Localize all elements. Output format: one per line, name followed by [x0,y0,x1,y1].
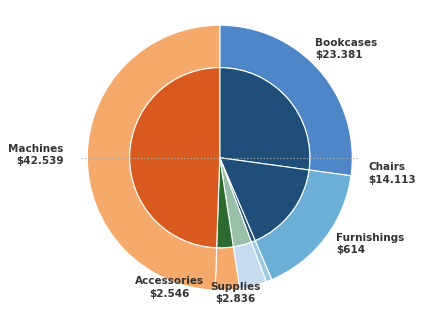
Wedge shape [87,25,220,290]
Wedge shape [220,158,309,240]
Text: Supplies
$2.836: Supplies $2.836 [211,282,261,304]
Text: Machines
$42.539: Machines $42.539 [8,144,63,166]
Wedge shape [255,170,351,280]
Wedge shape [220,158,251,247]
Text: Chairs
$14.113: Chairs $14.113 [368,162,416,185]
Text: Bookcases
$23.381: Bookcases $23.381 [315,38,378,60]
Text: Accessories
$2.546: Accessories $2.546 [135,276,204,299]
Wedge shape [217,158,233,248]
Wedge shape [251,240,272,282]
Wedge shape [215,247,240,290]
Text: Furnishings
$614: Furnishings $614 [336,233,405,255]
Wedge shape [220,25,352,176]
Wedge shape [233,242,266,289]
Wedge shape [220,158,255,242]
Wedge shape [130,67,220,248]
Wedge shape [220,67,310,170]
